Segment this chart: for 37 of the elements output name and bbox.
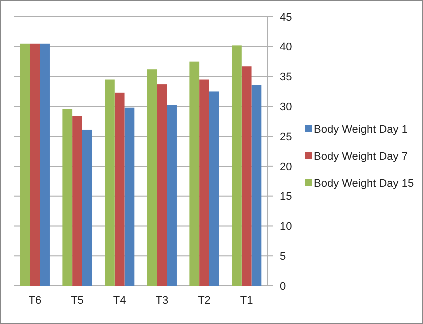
bar [72,116,82,286]
x-tick-label: T5 [71,295,84,307]
bar [105,80,115,286]
bar [200,80,210,286]
bar [20,44,30,286]
legend-label: Body Weight Day 15 [314,178,414,190]
y-tick-label: 40 [280,42,292,54]
bar [252,85,262,286]
bar [190,62,200,286]
y-tick-label: 25 [280,131,292,144]
bar [40,44,50,286]
bar [157,84,168,286]
y-tick-label: 0 [280,280,286,293]
bar [124,108,135,286]
bar [232,46,242,286]
bar [82,130,92,286]
x-tick-label: T1 [240,295,254,307]
bar [147,70,158,286]
y-tick-label: 20 [280,161,292,174]
legend-label: Body Weight Day 7 [314,150,408,163]
x-tick-label: T2 [198,295,211,307]
legend-label: Body Weight Day 1 [314,124,408,136]
bar [242,66,252,286]
x-tick-label: T4 [113,295,126,307]
y-tick-label: 35 [280,72,292,84]
bar [62,109,73,286]
y-tick-label: 10 [280,221,292,234]
y-tick-label: 45 [280,12,292,24]
bar [30,44,40,286]
x-tick-label: T3 [156,295,169,307]
bar [209,92,220,286]
y-tick-label: 15 [280,191,292,204]
bar [167,105,177,286]
x-tick-label: T6 [28,295,42,307]
y-tick-label: 30 [280,102,292,114]
y-tick-label: 5 [280,250,286,263]
bar [114,92,125,286]
